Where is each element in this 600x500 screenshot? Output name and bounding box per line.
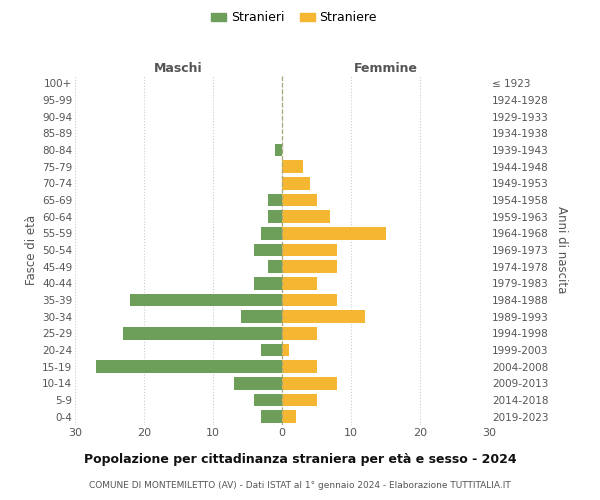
Bar <box>282 360 317 373</box>
Legend: Stranieri, Straniere: Stranieri, Straniere <box>206 6 382 29</box>
Bar <box>262 344 282 356</box>
Bar <box>282 244 337 256</box>
Bar <box>282 210 331 223</box>
Text: Popolazione per cittadinanza straniera per età e sesso - 2024: Popolazione per cittadinanza straniera p… <box>83 452 517 466</box>
Bar <box>282 394 317 406</box>
Bar <box>275 144 282 156</box>
Bar <box>282 160 303 173</box>
Bar <box>282 294 337 306</box>
Bar <box>124 327 282 340</box>
Bar <box>268 260 282 273</box>
Bar <box>254 244 282 256</box>
Bar <box>268 210 282 223</box>
Bar <box>262 227 282 239</box>
Y-axis label: Anni di nascita: Anni di nascita <box>555 206 568 294</box>
Bar <box>241 310 282 323</box>
Bar <box>282 377 337 390</box>
Bar <box>282 260 337 273</box>
Bar <box>234 377 282 390</box>
Bar <box>282 227 386 239</box>
Bar <box>268 194 282 206</box>
Bar <box>282 344 289 356</box>
Bar <box>262 410 282 423</box>
Bar <box>254 277 282 289</box>
Text: Femmine: Femmine <box>353 62 418 75</box>
Bar <box>282 327 317 340</box>
Bar <box>282 194 317 206</box>
Bar <box>282 177 310 190</box>
Bar <box>96 360 282 373</box>
Bar <box>254 394 282 406</box>
Y-axis label: Fasce di età: Fasce di età <box>25 215 38 285</box>
Text: Maschi: Maschi <box>154 62 203 75</box>
Text: COMUNE DI MONTEMILETTO (AV) - Dati ISTAT al 1° gennaio 2024 - Elaborazione TUTTI: COMUNE DI MONTEMILETTO (AV) - Dati ISTAT… <box>89 481 511 490</box>
Bar <box>282 277 317 289</box>
Bar <box>130 294 282 306</box>
Bar <box>282 410 296 423</box>
Bar <box>282 310 365 323</box>
